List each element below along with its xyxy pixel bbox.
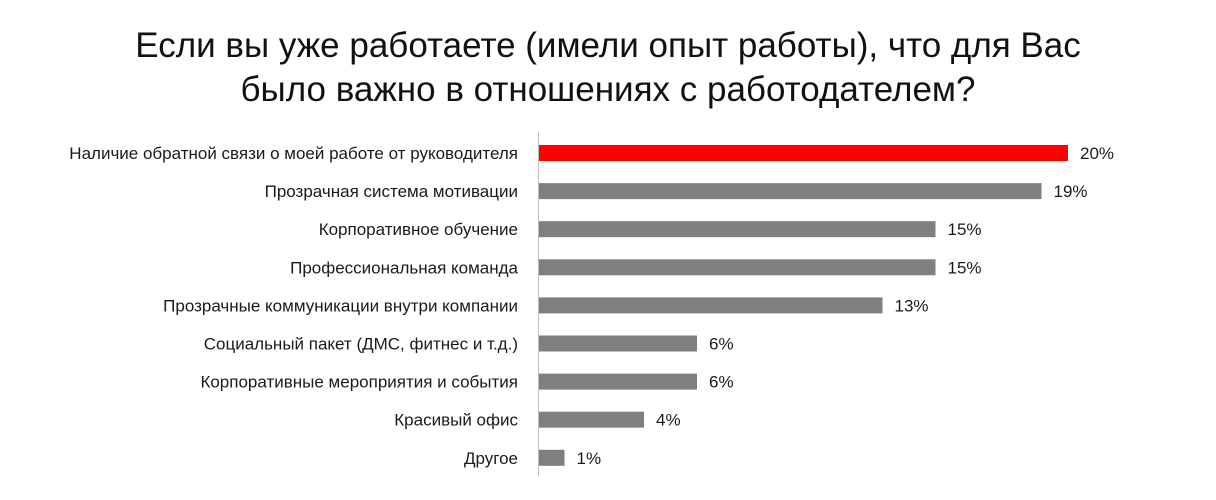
category-label: Профессиональная команда: [290, 258, 518, 277]
value-label: 1%: [577, 449, 602, 468]
chart-title-line-1: Если вы уже работаете (имели опыт работы…: [135, 26, 1081, 65]
value-label: 15%: [948, 258, 982, 277]
bar: [538, 373, 697, 390]
chart-title-line-2: было важно в отношениях с работодателем?: [240, 70, 976, 109]
bar: [538, 259, 936, 276]
bar: [538, 183, 1042, 200]
bar: [538, 335, 697, 352]
bar: [538, 411, 644, 428]
category-label: Прозрачные коммуникации внутри компании: [163, 296, 518, 315]
value-label: 20%: [1080, 144, 1114, 163]
bar-highlighted: [538, 145, 1068, 161]
category-label: Прозрачная система мотивации: [265, 182, 518, 201]
value-label: 15%: [948, 220, 982, 239]
value-label: 6%: [709, 335, 734, 354]
bar: [538, 449, 565, 466]
category-label: Другое: [464, 449, 518, 468]
chart-title: Если вы уже работаете (имели опыт работы…: [0, 24, 1216, 112]
category-label: Красивый офис: [394, 411, 518, 430]
category-label: Корпоративные мероприятия и события: [200, 373, 518, 392]
bar: [538, 221, 936, 238]
category-label: Корпоративное обучение: [319, 220, 518, 239]
category-label: Наличие обратной связи о моей работе от …: [69, 144, 518, 163]
value-label: 4%: [656, 411, 681, 430]
value-label: 13%: [895, 296, 929, 315]
category-label: Социальный пакет (ДМС, фитнес и т.д.): [204, 335, 518, 354]
value-label: 6%: [709, 373, 734, 392]
value-label: 19%: [1054, 182, 1088, 201]
bar: [538, 297, 883, 314]
